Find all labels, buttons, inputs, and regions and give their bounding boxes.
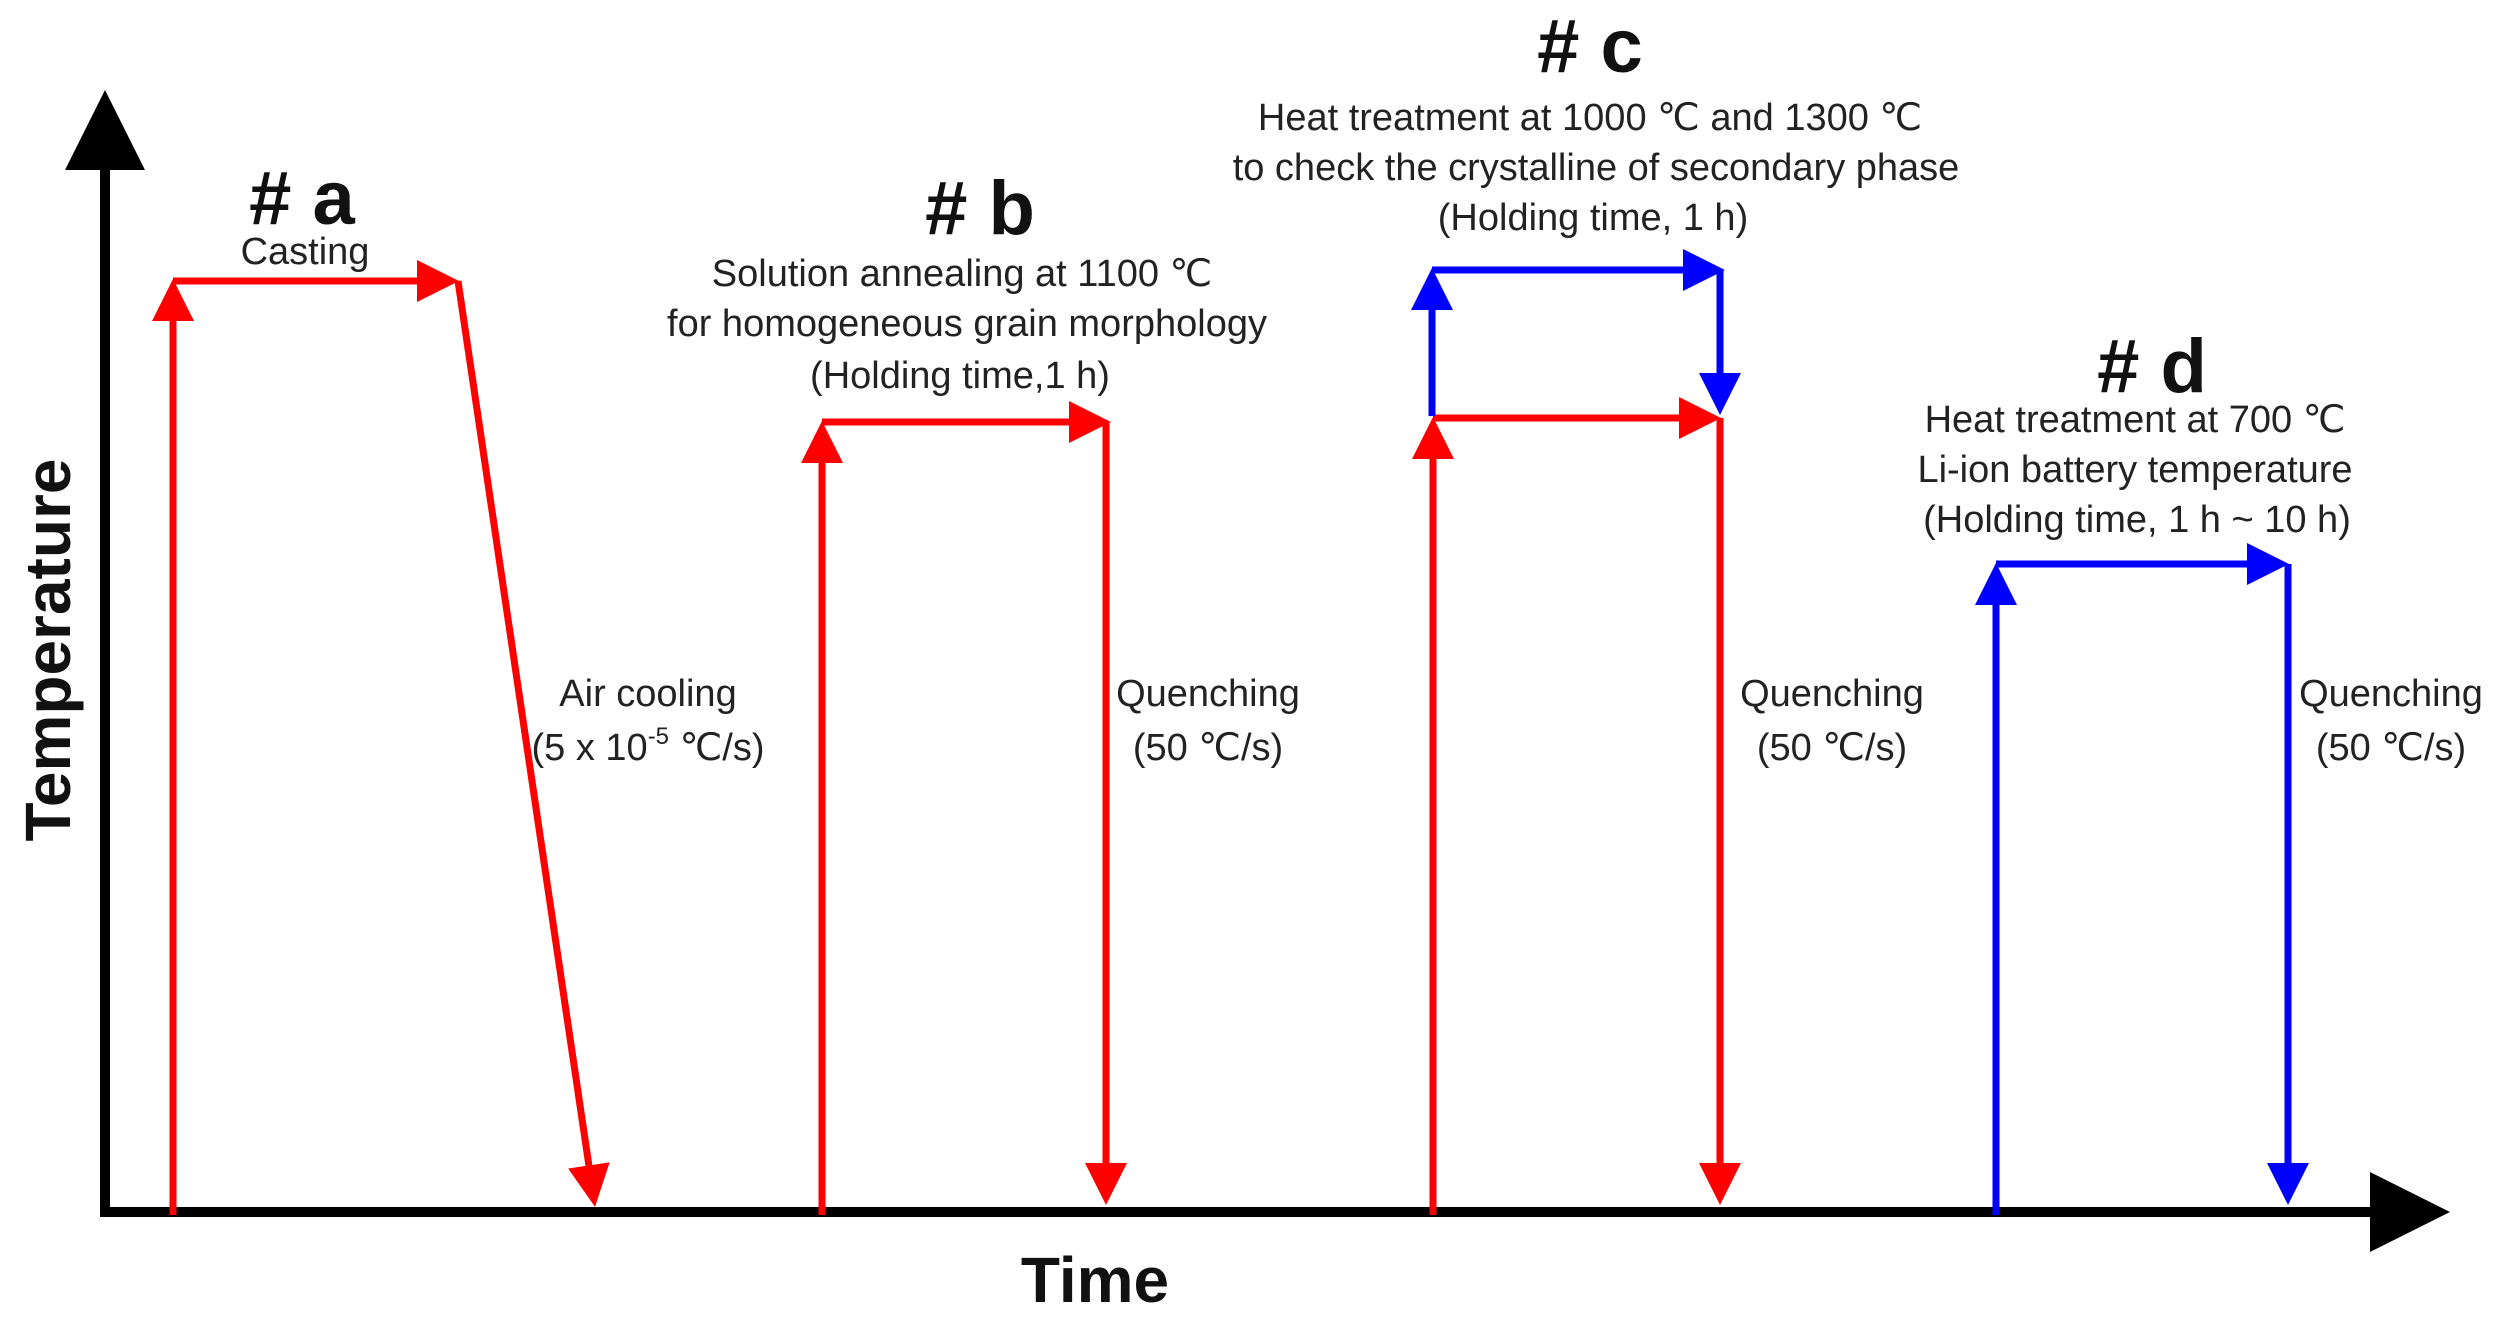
stage-d: # d Heat treatment at 700 ℃ Li-ion batte… (1917, 324, 2483, 1215)
stage-b-desc-2: for homogeneous grain morphology (667, 303, 1267, 345)
stage-b-cooling-label: Quenching (1116, 673, 1300, 715)
stage-d-cooling-label: Quenching (2299, 673, 2483, 715)
stage-c-cooling-rate: (50 ℃/s) (1757, 727, 1907, 769)
axes: Time Temperature (12, 90, 2450, 1316)
stage-a-cooling-rate: (5 x 10-5 ℃/s) (532, 723, 765, 769)
stage-c-heading: # c (1537, 4, 1643, 89)
stage-b-heading: # b (925, 166, 1035, 251)
stage-a-caption: Casting (241, 231, 370, 273)
stage-c-desc-3: (Holding time, 1 h) (1438, 197, 1748, 239)
stage-a-air-cooling-arrow (454, 280, 610, 1207)
x-axis-title: Time (1021, 1244, 1169, 1316)
stage-b-cooling-rate: (50 ℃/s) (1133, 727, 1283, 769)
stage-d-desc-1: Heat treatment at 700 ℃ (1925, 399, 2346, 441)
stage-c-cooling-label: Quenching (1740, 673, 1924, 715)
stage-d-desc-3: (Holding time, 1 h ~ 10 h) (1923, 499, 2351, 541)
stage-a-cooling-label: Air cooling (559, 673, 736, 715)
stage-a: # a Casting Air cooling (5 x 10-5 ℃/s) (152, 156, 765, 1215)
stage-d-cooling-rate: (50 ℃/s) (2316, 727, 2466, 769)
stage-c: # c Heat treatment at 1000 ℃ and 1300 ℃ … (1233, 4, 1960, 1215)
stage-c-desc-1: Heat treatment at 1000 ℃ and 1300 ℃ (1258, 97, 1922, 139)
stage-b: # b Solution annealing at 1100 ℃ for hom… (667, 166, 1300, 1215)
stage-b-desc-3: (Holding time,1 h) (810, 355, 1110, 397)
stage-d-heading: # d (2097, 324, 2207, 409)
stage-b-desc-1: Solution annealing at 1100 ℃ (712, 253, 1212, 295)
stage-c-desc-2: to check the crystalline of secondary ph… (1233, 147, 1960, 189)
stage-d-desc-2: Li-ion battery temperature (1917, 449, 2352, 491)
y-axis-title: Temperature (12, 459, 84, 842)
stage-a-heading: # a (249, 156, 355, 241)
